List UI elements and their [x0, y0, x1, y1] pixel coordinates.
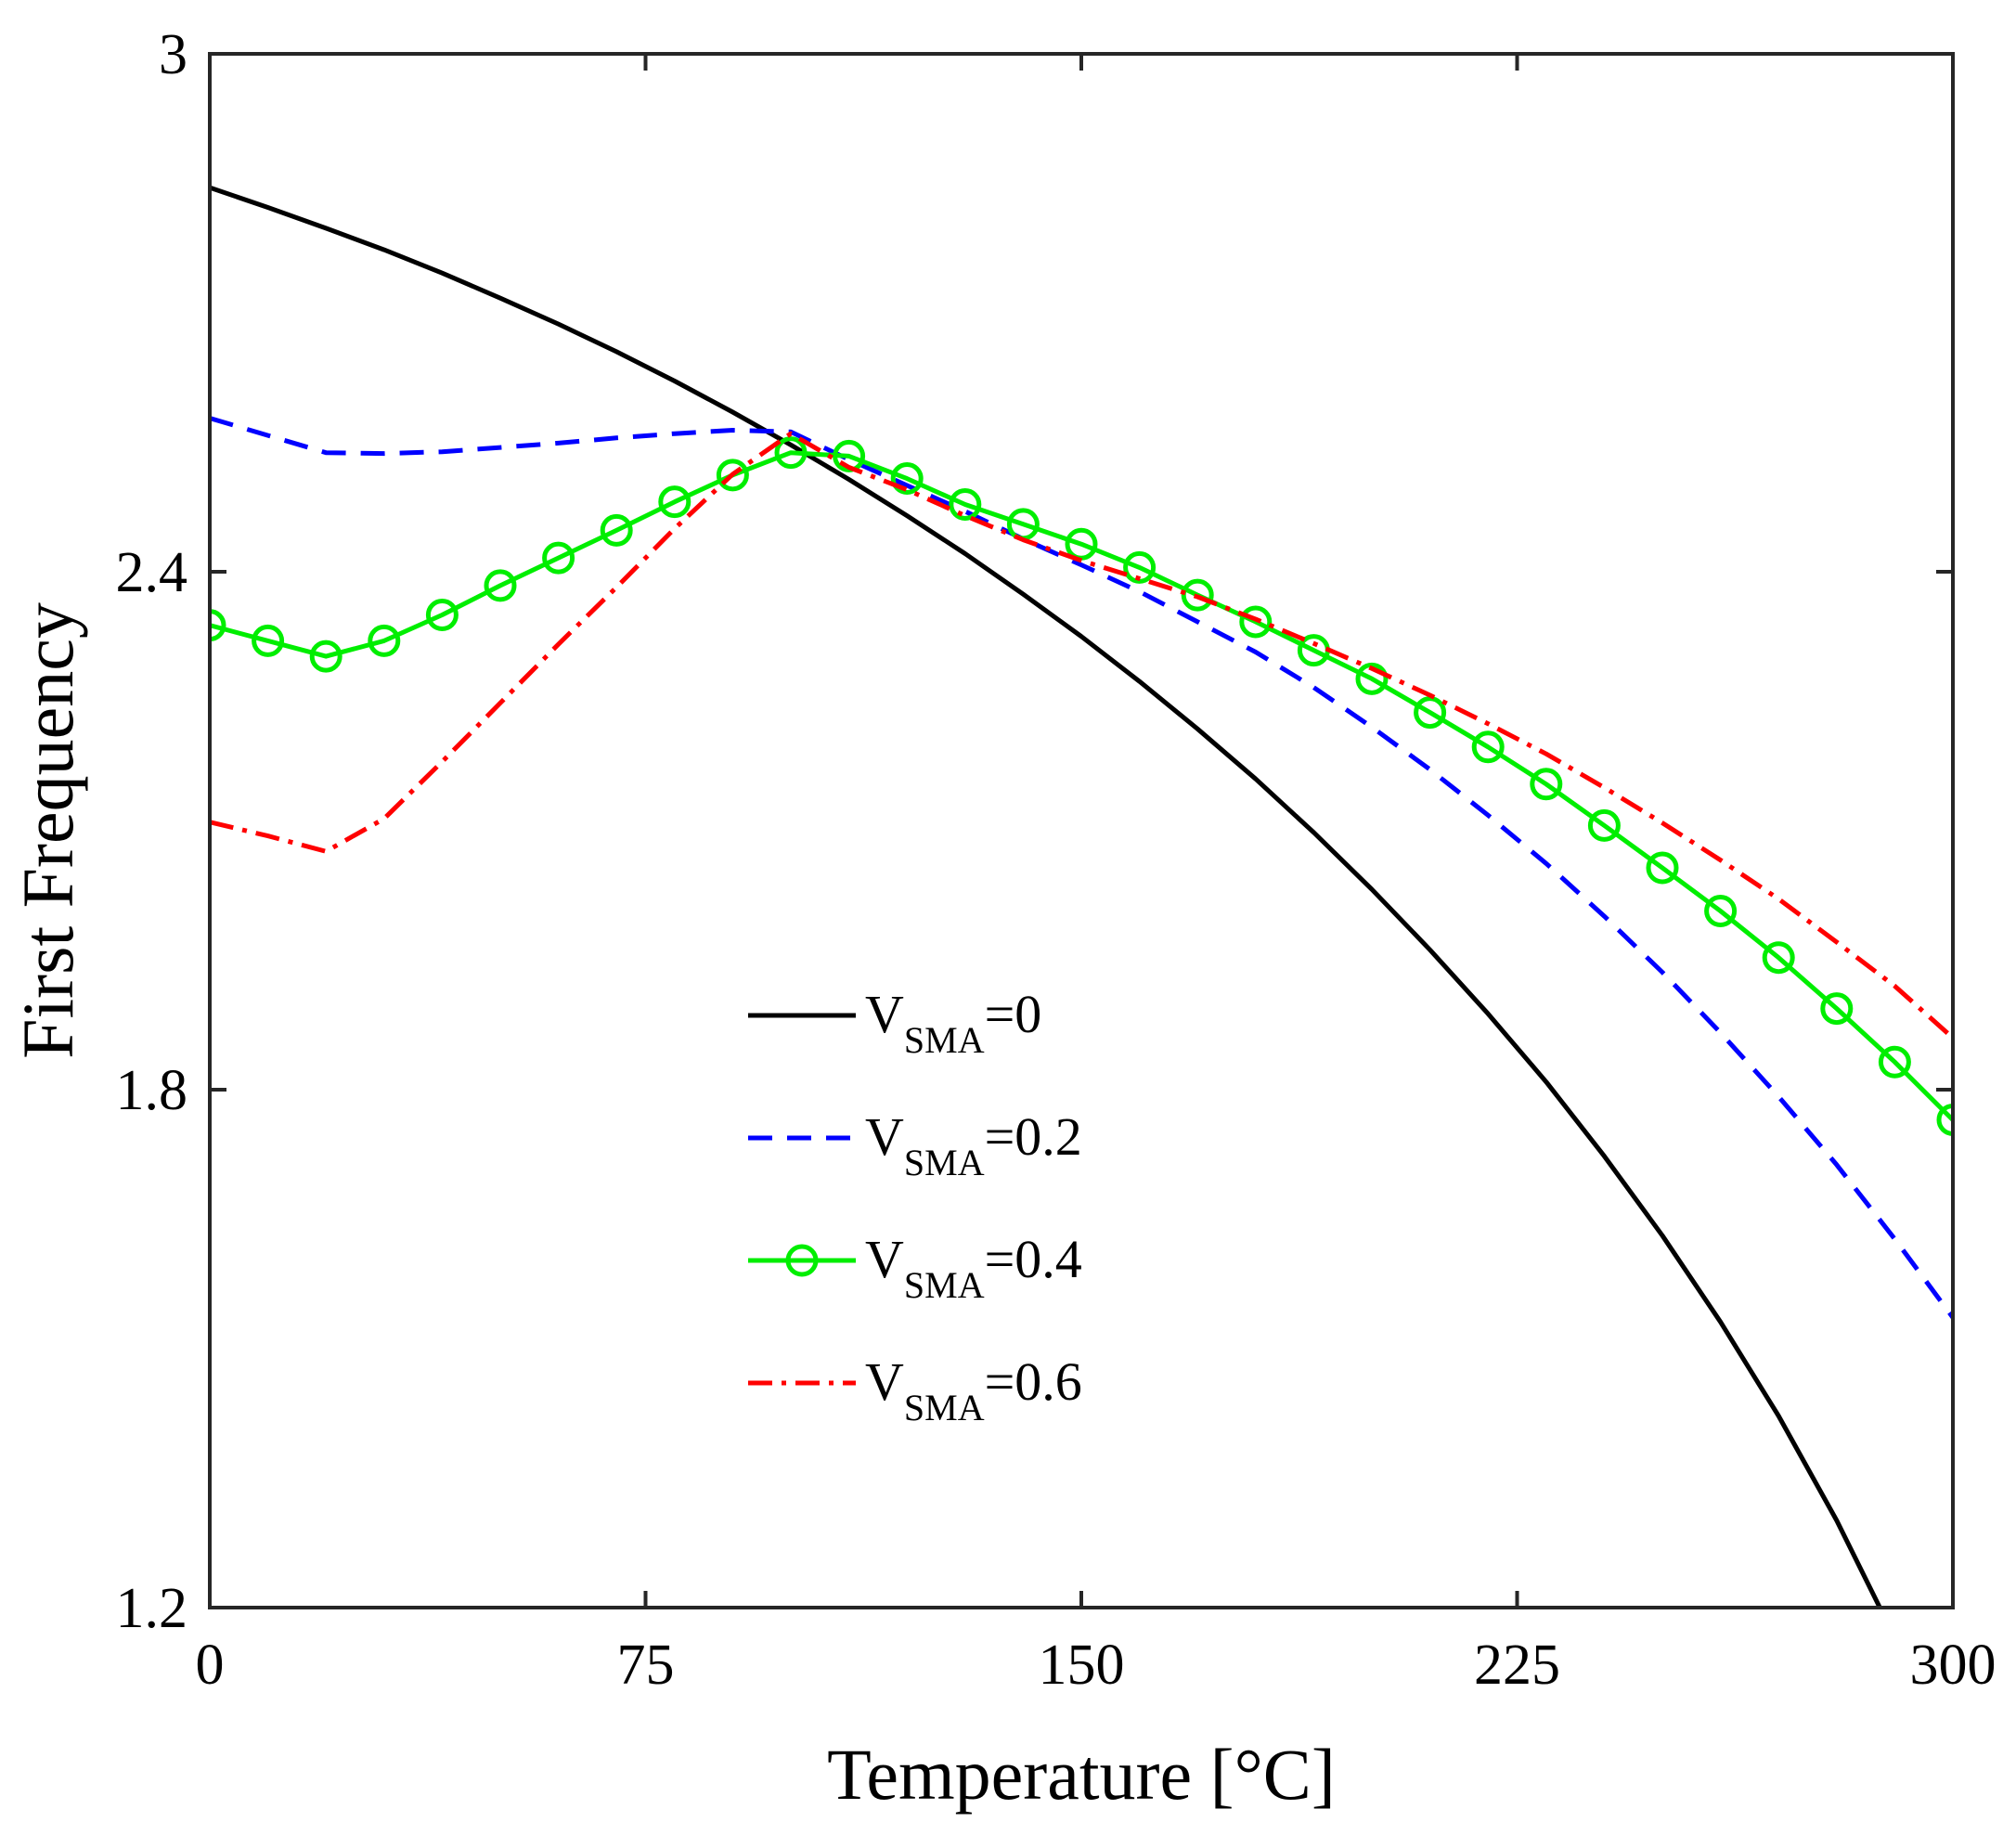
- tick-label-layer: 0 75 150 225 300 1.2 1.8 2.4 3: [116, 23, 1997, 1697]
- data-point-marker: [1936, 1104, 1953, 1137]
- y-axis-title: First Frequency: [7, 602, 88, 1059]
- x-tick-label: 0: [196, 1634, 225, 1697]
- x-tick-label: 75: [617, 1634, 675, 1697]
- data-point-marker: [1820, 992, 1854, 1026]
- legend-label: VSMA=0.4: [865, 1229, 1082, 1306]
- legend-label-value: =0.6: [985, 1351, 1082, 1412]
- x-tick-label: 300: [1910, 1634, 1997, 1697]
- data-point-marker: [1471, 730, 1505, 764]
- data-point-marker: [1239, 605, 1273, 639]
- series-line-3: [210, 431, 1953, 1040]
- legend-label-value: =0.2: [985, 1106, 1082, 1167]
- data-point-marker: [1704, 894, 1738, 927]
- data-point-marker: [716, 459, 749, 492]
- plot-frame: [208, 52, 1955, 1609]
- data-point-marker: [949, 487, 982, 521]
- data-point-marker: [890, 462, 924, 496]
- series-line-0: [210, 185, 1883, 1608]
- data-point-marker: [425, 599, 459, 631]
- data-point-marker: [658, 485, 691, 519]
- data-point-marker: [1355, 662, 1389, 695]
- data-point-marker: [1878, 1045, 1911, 1079]
- data-point-marker: [210, 609, 226, 642]
- data-point-marker: [1762, 941, 1795, 975]
- x-tick-label: 150: [1039, 1634, 1125, 1697]
- data-point-marker: [484, 569, 517, 602]
- data-point-marker: [1587, 808, 1621, 842]
- data-point-marker: [1181, 578, 1214, 612]
- legend-label-value: =0.4: [985, 1229, 1082, 1289]
- data-point-marker: [1530, 768, 1563, 801]
- data-point-marker: [1065, 527, 1098, 561]
- x-axis-title: Temperature [°C]: [827, 1734, 1336, 1815]
- legend-label-subscript: SMA: [904, 1387, 985, 1428]
- data-point-marker: [600, 513, 633, 547]
- series-layer: [210, 185, 1953, 1608]
- legend-label: VSMA=0: [865, 984, 1041, 1061]
- legend-label: VSMA=0.6: [865, 1351, 1082, 1428]
- legend-label-subscript: SMA: [904, 1142, 985, 1183]
- legend-marker: [785, 1244, 819, 1277]
- series-line-2: [210, 450, 1953, 1122]
- series-line-1: [210, 416, 1953, 1319]
- data-point-marker: [368, 624, 401, 657]
- legend-label-main: V: [865, 984, 904, 1044]
- data-point-marker: [833, 439, 866, 472]
- x-tick-label: 225: [1474, 1634, 1560, 1697]
- legend-label: VSMA=0.2: [865, 1106, 1082, 1183]
- legend-label-subscript: SMA: [904, 1264, 985, 1306]
- data-point-marker: [252, 624, 285, 657]
- legend-label-value: =0: [985, 984, 1042, 1044]
- data-point-marker: [774, 436, 808, 470]
- y-tick-label: 3: [159, 23, 187, 86]
- data-point-marker: [309, 640, 342, 673]
- legend-label-subscript: SMA: [904, 1019, 985, 1061]
- data-point-marker: [1414, 696, 1447, 730]
- legend-label-main: V: [865, 1351, 904, 1412]
- y-tick-label: 1.2: [116, 1577, 188, 1640]
- data-point-marker: [542, 541, 575, 575]
- y-tick-label: 1.8: [116, 1059, 188, 1122]
- legend-label-main: V: [865, 1229, 904, 1289]
- data-point-marker: [1123, 550, 1157, 584]
- y-tick-label: 2.4: [116, 541, 188, 604]
- legend-label-main: V: [865, 1106, 904, 1167]
- data-point-marker: [1646, 851, 1679, 885]
